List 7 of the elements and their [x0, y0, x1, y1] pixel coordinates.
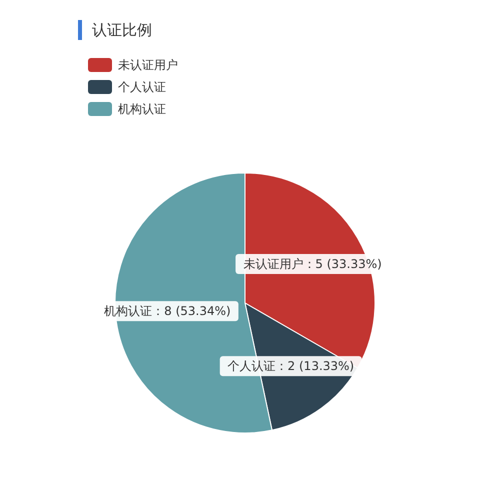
data-label: 个人认证：2 (13.33%) [228, 359, 354, 374]
data-label: 未认证用户：5 (33.33%) [243, 257, 382, 271]
legend-label: 个人认证 [118, 78, 166, 96]
chart-title: 认证比例 [92, 20, 152, 40]
data-label: 机构认证：8 (53.34%) [104, 304, 231, 318]
legend-label: 未认证用户 [118, 56, 178, 74]
legend-label: 机构认证 [118, 100, 166, 118]
